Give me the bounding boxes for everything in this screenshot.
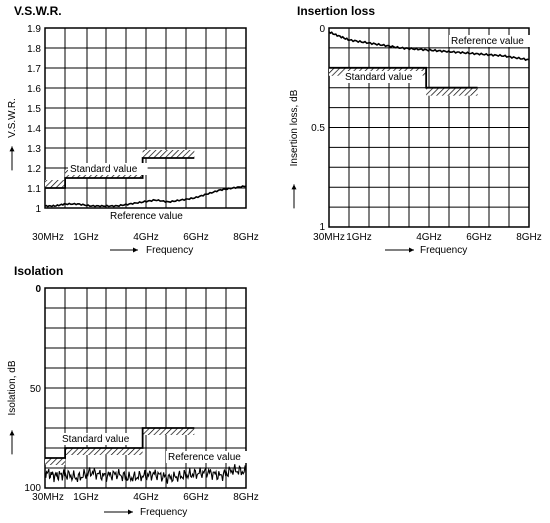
y-tick-label: 1 [35, 204, 41, 215]
chart-title: Isolation [14, 264, 63, 278]
y-axis-arrowhead [9, 430, 15, 436]
y-axis-arrowhead [9, 146, 15, 152]
y-tick-label: 1.9 [27, 24, 41, 35]
y-tick-label: 0 [35, 284, 41, 295]
plot-frame [44, 27, 247, 209]
standard-value-band [426, 87, 478, 96]
x-axis-label: Frequency [420, 245, 467, 256]
annotation-background [60, 433, 140, 445]
x-tick-label: 1GHz [346, 232, 372, 243]
plot-frame [44, 287, 247, 489]
x-tick-label: 4GHz [133, 492, 159, 503]
x-axis-arrowhead [128, 509, 133, 515]
vswr-chart: V.S.W.R. 1 1.1 1.2 1.3 1.4 1.5 1.6 1.7 1.8 1.9 30MH… [7, 4, 259, 256]
x-tick-label: 1GHz [73, 232, 99, 243]
annotation-background [166, 451, 251, 463]
y-tick-label: 50 [30, 384, 42, 395]
reference-value-line [44, 464, 247, 484]
annotation-background [449, 35, 534, 47]
y-tick-label: 1 [319, 222, 325, 233]
x-axis-arrowhead [409, 247, 414, 253]
y-tick-label: 1.6 [27, 84, 41, 95]
annotation-label: Standard value [70, 164, 138, 175]
standard-value-band [142, 150, 195, 158]
reference-value-line [328, 31, 530, 62]
x-tick-label: 4GHz [416, 232, 442, 243]
x-tick-label: 6GHz [183, 232, 209, 243]
plot-frame [328, 27, 530, 228]
annotation-label: Reference value [110, 211, 183, 222]
x-tick-label: 30MHz [313, 232, 345, 243]
annotation-label: Standard value [345, 72, 413, 83]
x-axis-label: Frequency [140, 507, 187, 518]
y-tick-label: 1.5 [27, 104, 41, 115]
annotation-background [108, 210, 193, 222]
standard-value-line [329, 66, 478, 89]
standard-value-band [65, 448, 143, 455]
x-tick-label: 8GHz [233, 492, 259, 503]
grid [328, 27, 530, 228]
x-tick-label: 8GHz [516, 232, 542, 243]
x-tick-label: 1GHz [73, 492, 99, 503]
standard-value-line [45, 157, 195, 189]
grid [44, 27, 247, 209]
annotation-background [68, 163, 148, 175]
chart-title: V.S.W.R. [14, 4, 62, 18]
x-tick-label: 6GHz [183, 492, 209, 503]
y-tick-label: 0 [319, 24, 325, 35]
standard-value-band [45, 458, 66, 465]
x-tick-label: 6GHz [466, 232, 492, 243]
x-tick-label: 4GHz [133, 232, 159, 243]
y-tick-label: 0.5 [311, 123, 325, 134]
y-tick-label: 1.2 [27, 164, 41, 175]
y-axis-label: V.S.W.R. [7, 98, 18, 138]
y-tick-label: 1.8 [27, 44, 41, 55]
y-tick-label: 1.4 [27, 124, 41, 135]
y-axis-label: Insertion loss, dB [289, 89, 300, 166]
y-tick-label: 1.3 [27, 144, 41, 155]
standard-value-line [45, 427, 195, 459]
y-axis-label-group: V.S.W.R. [7, 98, 18, 171]
standard-value-band [142, 428, 195, 435]
x-tick-label: 30MHz [32, 232, 64, 243]
x-axis-arrowhead [133, 247, 138, 253]
standard-value-band [45, 180, 66, 188]
y-axis-label-group: Isolation, dB [7, 360, 18, 455]
y-axis-arrowhead [291, 184, 297, 190]
annotation-label: Reference value [168, 452, 241, 463]
y-tick-label: 100 [24, 483, 41, 494]
chart-title: Insertion loss [297, 4, 375, 18]
y-axis-label-group: Insertion loss, dB [289, 89, 300, 209]
y-tick-label: 1.1 [27, 184, 41, 195]
annotation-label: Standard value [62, 434, 130, 445]
reference-value-line [44, 185, 247, 208]
x-axis-label: Frequency [146, 245, 193, 256]
annotation-label: Reference value [451, 36, 524, 47]
y-tick-label: 1.7 [27, 64, 41, 75]
y-axis-label: Isolation, dB [7, 360, 18, 415]
x-tick-label: 8GHz [233, 232, 259, 243]
x-tick-label: 30MHz [32, 492, 64, 503]
annotation-background [343, 71, 423, 83]
